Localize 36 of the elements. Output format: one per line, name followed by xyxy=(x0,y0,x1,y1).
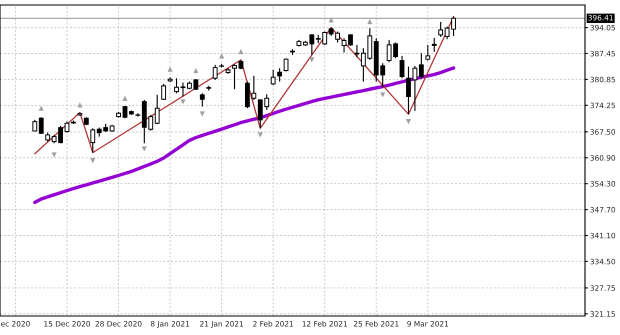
candlestick xyxy=(380,62,386,88)
point xyxy=(77,102,82,108)
point xyxy=(90,158,96,164)
candlestick xyxy=(200,92,205,108)
candlestick xyxy=(264,94,270,110)
candlestick xyxy=(148,114,154,132)
point xyxy=(142,146,147,152)
point xyxy=(193,68,198,74)
candlestick xyxy=(425,44,430,62)
point xyxy=(38,106,44,111)
point xyxy=(219,53,224,58)
candlestick xyxy=(270,69,276,86)
candlestick xyxy=(277,68,282,82)
point xyxy=(180,99,186,105)
candlestick xyxy=(316,34,321,44)
point xyxy=(238,48,244,54)
point xyxy=(122,96,128,101)
point xyxy=(406,119,412,124)
candlestick xyxy=(212,64,218,80)
candlestick xyxy=(154,94,160,125)
candlestick xyxy=(400,55,404,79)
candlestick xyxy=(284,58,288,72)
point xyxy=(52,152,57,158)
point xyxy=(258,132,263,138)
candlestick xyxy=(38,116,44,134)
point xyxy=(200,111,205,117)
candlestick xyxy=(432,37,437,52)
point xyxy=(167,66,173,72)
point xyxy=(380,92,386,98)
candlestick xyxy=(161,83,166,100)
candlestick xyxy=(258,98,263,129)
line-series xyxy=(34,16,454,154)
candlestick xyxy=(90,128,96,154)
point xyxy=(309,57,314,62)
point xyxy=(328,17,334,22)
point xyxy=(367,18,372,24)
